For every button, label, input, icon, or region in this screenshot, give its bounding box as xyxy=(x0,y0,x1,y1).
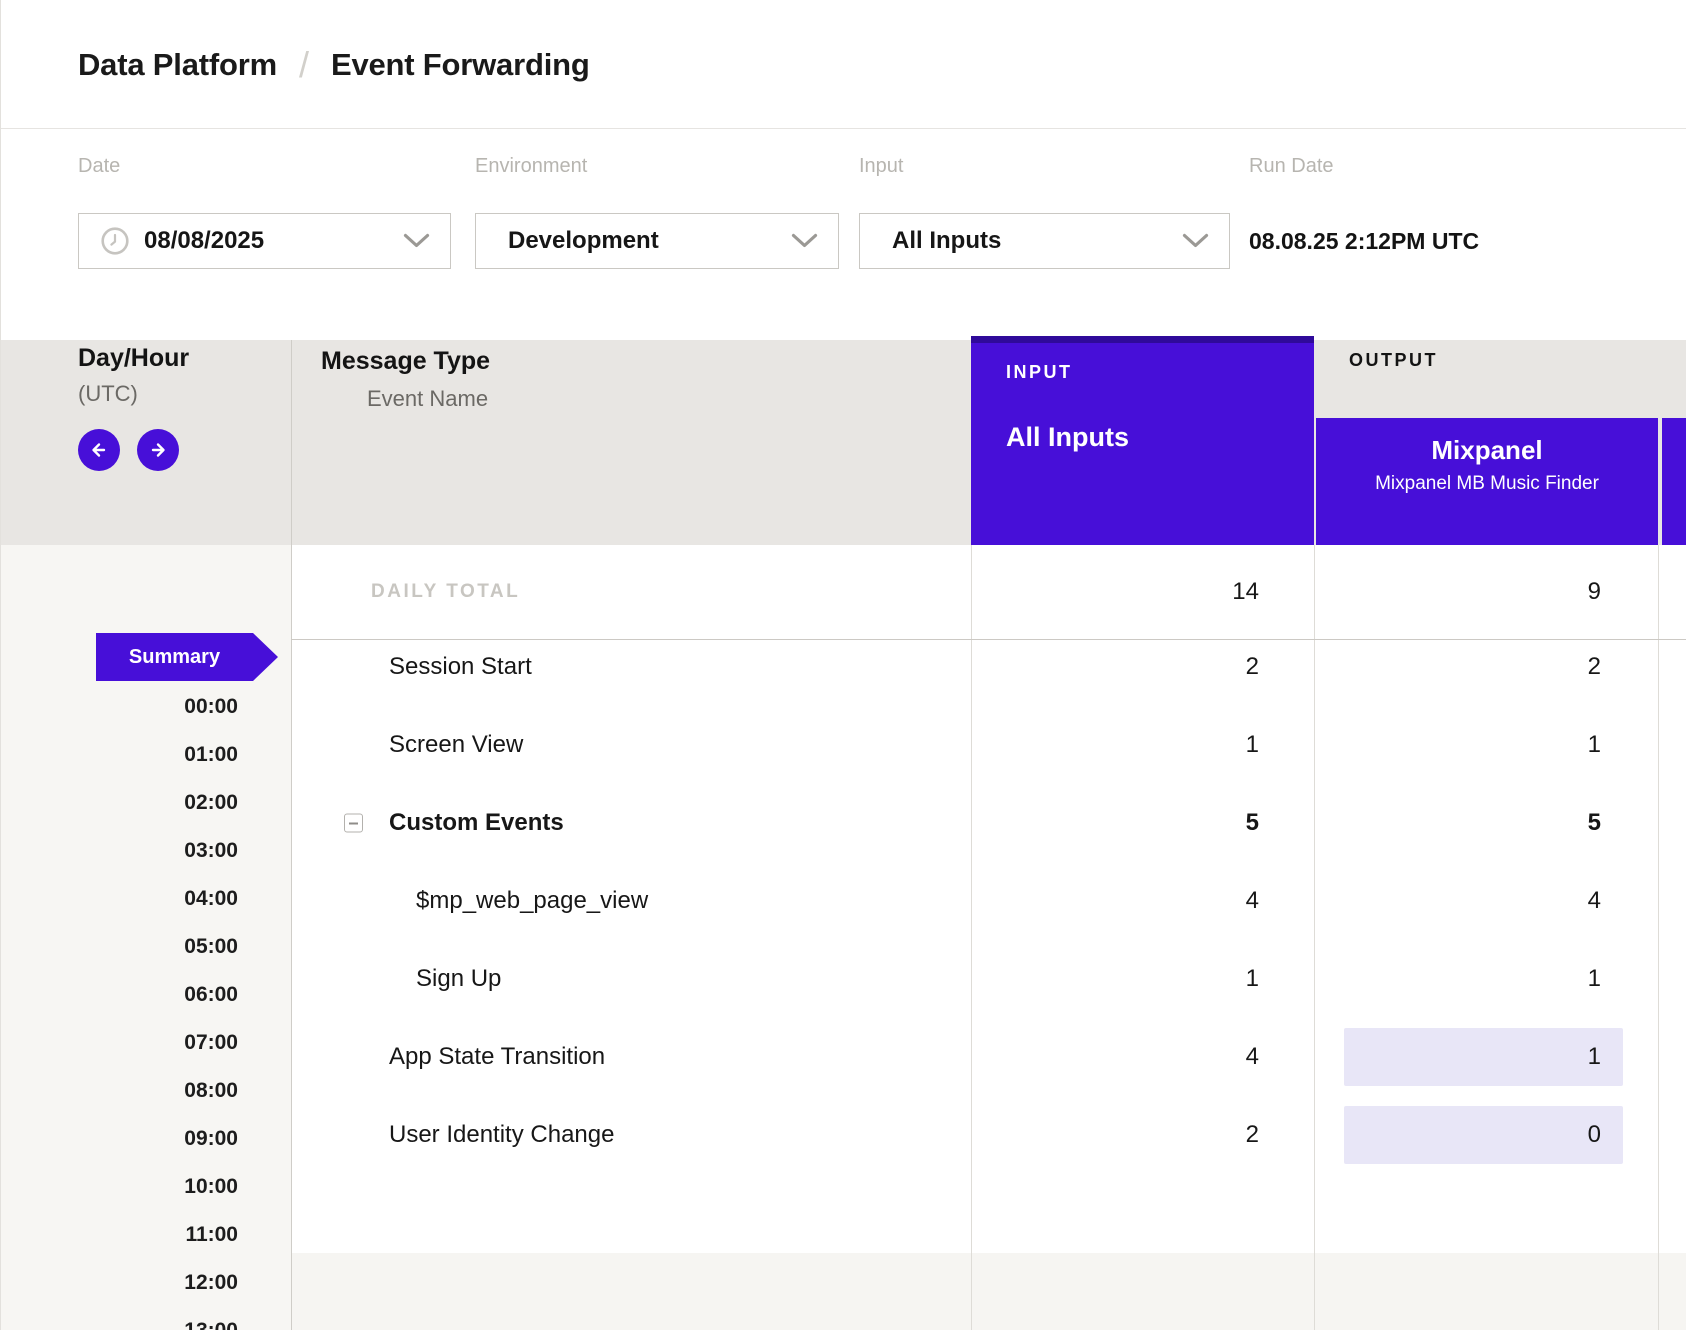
message-type-title: Message Type xyxy=(321,347,491,375)
breadcrumb: Data Platform / Event Forwarding xyxy=(78,0,590,129)
input-value: All Inputs xyxy=(892,227,1002,254)
column-divider xyxy=(971,545,972,1330)
page-title: Event Forwarding xyxy=(330,46,590,82)
date-select[interactable]: 08/08/2025 xyxy=(78,213,451,269)
table-row: User Identity Change 2 0 xyxy=(291,1096,1686,1174)
previous-day-button[interactable] xyxy=(78,429,120,471)
row-output-value: 1 xyxy=(1587,731,1601,758)
chevron-down-icon xyxy=(403,233,430,249)
clock-icon xyxy=(100,226,130,256)
top-bar: Data Platform / Event Forwarding xyxy=(1,0,1686,129)
hour-item[interactable]: 13:00 xyxy=(1,1307,238,1330)
row-output-value: 2 xyxy=(1587,653,1601,680)
environment-select[interactable]: Development xyxy=(475,213,839,269)
day-hour-subtitle: (UTC) xyxy=(78,381,138,406)
hour-item[interactable]: 11:00 xyxy=(185,1223,238,1246)
chevron-down-icon xyxy=(1182,233,1209,249)
hour-item[interactable]: 04:00 xyxy=(184,887,238,910)
output-column-name: Mixpanel xyxy=(1431,435,1543,465)
table-row: Session Start 2 2 xyxy=(291,628,1686,706)
hour-item[interactable]: 07:00 xyxy=(184,1031,238,1054)
row-label: Session Start xyxy=(389,653,532,680)
daily-total-label: DAILY TOTAL xyxy=(371,581,521,602)
summary-badge[interactable]: Summary xyxy=(96,633,278,681)
output-cell-highlight[interactable]: 1 xyxy=(1344,1028,1623,1086)
column-divider xyxy=(1314,545,1315,1330)
input-label: Input xyxy=(859,155,904,177)
row-output-value: 1 xyxy=(1587,965,1601,992)
next-day-button[interactable] xyxy=(137,429,179,471)
hour-item[interactable]: 05:00 xyxy=(184,935,238,958)
table-row: $mp_web_page_view 4 4 xyxy=(291,862,1686,940)
daily-total-output-value: 9 xyxy=(1587,578,1601,605)
input-column-header: INPUT All Inputs xyxy=(971,336,1314,545)
output-column-tag: OUTPUT xyxy=(1349,350,1438,370)
column-divider xyxy=(1658,545,1659,1330)
hour-item[interactable]: 03:00 xyxy=(184,839,238,862)
column-divider xyxy=(291,340,292,1330)
hour-item[interactable]: 10:00 xyxy=(184,1175,238,1198)
row-input-value: 5 xyxy=(1245,809,1259,836)
hour-item[interactable]: 08:00 xyxy=(184,1079,238,1102)
table-row: Sign Up 1 1 xyxy=(291,940,1686,1018)
date-label: Date xyxy=(78,155,121,177)
row-label: $mp_web_page_view xyxy=(416,887,649,914)
row-label: App State Transition xyxy=(389,1043,606,1070)
arrow-left-icon xyxy=(87,438,111,462)
table-footer-band xyxy=(291,1253,1686,1330)
row-input-value: 1 xyxy=(1245,965,1259,992)
run-date-value: 08.08.25 2:12PM UTC xyxy=(1249,227,1480,254)
arrow-right-icon xyxy=(146,438,170,462)
row-input-value: 1 xyxy=(1245,731,1259,758)
row-input-value: 2 xyxy=(1245,1121,1259,1148)
input-column-accent-strip xyxy=(971,336,1314,343)
input-select[interactable]: All Inputs xyxy=(859,213,1230,269)
collapse-icon[interactable] xyxy=(344,813,363,833)
hour-item[interactable]: 12:00 xyxy=(184,1271,238,1294)
hour-item[interactable]: 06:00 xyxy=(184,983,238,1006)
table-row: Custom Events 5 5 xyxy=(291,784,1686,862)
daily-total-input-value: 14 xyxy=(1232,578,1259,605)
row-label: User Identity Change xyxy=(389,1121,615,1148)
daily-total-row: DAILY TOTAL 14 9 xyxy=(291,545,1686,640)
row-output-value: 5 xyxy=(1587,809,1601,836)
table-row: Screen View 1 1 xyxy=(291,706,1686,784)
row-input-value: 4 xyxy=(1245,887,1259,914)
day-hour-title: Day/Hour xyxy=(78,344,190,372)
input-column-tag: INPUT xyxy=(1006,362,1073,382)
breadcrumb-section[interactable]: Data Platform xyxy=(78,46,277,82)
row-label: Screen View xyxy=(389,731,524,758)
hour-item[interactable]: 00:00 xyxy=(184,695,238,718)
hour-item[interactable]: 09:00 xyxy=(184,1127,238,1150)
output-cell-highlight[interactable]: 0 xyxy=(1344,1106,1623,1164)
hour-item[interactable]: 01:00 xyxy=(184,743,238,766)
table-row: App State Transition 4 1 xyxy=(291,1018,1686,1096)
run-date-label: Run Date xyxy=(1249,155,1334,177)
date-value: 08/08/2025 xyxy=(144,227,265,254)
message-type-subtitle: Event Name xyxy=(367,386,489,411)
next-output-column-header-partial xyxy=(1662,418,1686,545)
chevron-down-icon xyxy=(791,233,818,249)
output-column-header: Mixpanel Mixpanel MB Music Finder xyxy=(1316,418,1658,545)
input-column-name: All Inputs xyxy=(1006,422,1129,452)
row-output-value: 4 xyxy=(1587,887,1601,914)
row-input-value: 2 xyxy=(1245,653,1259,680)
hour-item[interactable]: 02:00 xyxy=(184,791,238,814)
environment-label: Environment xyxy=(475,155,588,177)
output-column-subname: Mixpanel MB Music Finder xyxy=(1375,473,1599,494)
row-input-value: 4 xyxy=(1245,1043,1259,1070)
row-label: Sign Up xyxy=(416,965,502,992)
environment-value: Development xyxy=(508,227,659,254)
breadcrumb-separator: / xyxy=(298,43,309,85)
row-label: Custom Events xyxy=(389,809,564,836)
